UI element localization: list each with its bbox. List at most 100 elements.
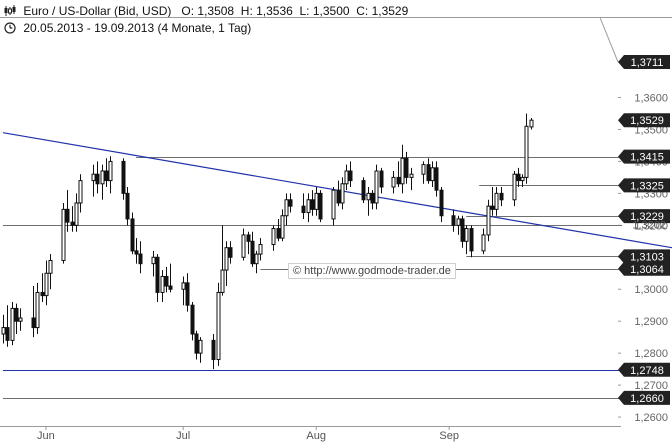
level-badge [618,178,670,193]
candle-body [228,247,233,258]
candle-body [451,215,456,226]
candle-body [211,339,216,361]
level-badge-label: 1,3529 [630,115,664,127]
candle-body [100,170,105,185]
candle-body [1,327,6,335]
candle-body [434,167,439,191]
candle-body [246,234,251,242]
candle-body [464,228,469,242]
candle-body [280,215,285,239]
low-value: 1,3500 [312,4,350,18]
candle-body [155,256,160,293]
chart-header-line-1: Euro / US-Dollar (Bid, USD) O: 1,3508 H:… [4,4,408,18]
candle-body [91,173,96,182]
candle-body [400,157,405,185]
candle-body [74,202,79,226]
y-tick-label: 1,2800 [634,348,668,360]
level-badge [618,149,670,164]
candle-body [254,253,259,265]
level-badge-label: 1,2660 [630,393,664,405]
candle-body [284,199,289,217]
candle-body [481,234,486,252]
y-tick-label: 1,2700 [634,380,668,392]
candle-body [250,240,255,265]
candle-body [168,285,173,290]
candle-body [18,317,23,322]
candle-body [404,157,409,178]
candle-body [125,192,130,220]
candle-body [151,256,156,265]
level-badge [618,55,670,70]
instrument-title: Euro / US-Dollar (Bid, USD) [23,4,172,18]
candle-body [456,218,461,226]
chart-header-line-2: 20.05.2013 - 19.09.2013 (4 Monate, 1 Tag… [4,21,251,35]
y-tick-label: 1,3000 [634,284,668,296]
x-tick-label: Jul [176,430,190,442]
candle-body [336,189,341,204]
watermark: © http://www.godmode-trader.de [288,263,456,279]
candle-body [40,291,45,297]
candle-body [276,228,281,239]
candle-body [134,250,139,255]
candle-body [490,205,495,210]
candle-body [379,170,384,188]
candle-body [61,208,66,261]
x-tick-label: Aug [306,430,326,442]
candle-body [70,221,75,226]
high-label: H: [240,4,253,18]
candle-body [421,164,426,175]
candle-body [439,189,444,217]
y-tick-label: 1,3600 [634,93,668,105]
candle-body [366,192,371,201]
close-value: 1,3529 [371,4,409,18]
candle-body [314,192,319,210]
candle-body [14,307,19,322]
level-badge [618,209,670,224]
candle-body [310,199,315,210]
candle-body [216,291,221,361]
candle-body [306,199,311,214]
candle-body [512,173,517,201]
candle-body [258,244,263,255]
date-range: 20.05.2013 - 19.09.2013 (4 Monate, 1 Tag… [23,21,252,35]
chart-type-icon[interactable] [4,5,16,17]
candle-body [430,167,435,182]
candle-body [340,183,345,204]
level-badge [618,261,670,276]
candle-body [224,247,229,271]
top-level-connector [599,17,619,63]
level-label: 1,3202 [632,220,666,232]
candle-body [331,189,336,220]
high-value: 1,3536 [256,4,293,18]
y-tick-label: 1,3200 [634,220,668,232]
y-tick-label: 1,2600 [634,412,668,424]
candle-body [121,160,126,194]
close-label: C: [356,4,369,18]
candle-body [370,192,375,204]
candle-body [301,205,306,214]
candle-body [78,180,83,204]
candle-body [194,333,199,354]
candle-body [185,282,190,306]
candle-body [65,208,70,223]
candle-body [516,173,521,182]
level-badge-label: 1,3064 [630,264,664,276]
candle-body [426,164,431,182]
candle-body [499,192,504,201]
x-tick-label: Jun [37,430,55,442]
candle-body [520,176,525,182]
candle-body [164,275,169,287]
candle-body [198,339,203,354]
candle-body [31,317,36,329]
level-badge-label: 1,3325 [630,180,664,192]
open-value: 1,3508 [197,4,235,18]
candle-body [409,173,414,178]
candle-body [5,327,10,341]
y-tick-label: 1,2900 [634,316,668,328]
candle-body [35,291,40,329]
candle-body [44,272,49,297]
y-tick-label: 1,3500 [634,124,668,136]
candle-body [486,205,491,236]
clock-icon[interactable] [4,22,16,34]
